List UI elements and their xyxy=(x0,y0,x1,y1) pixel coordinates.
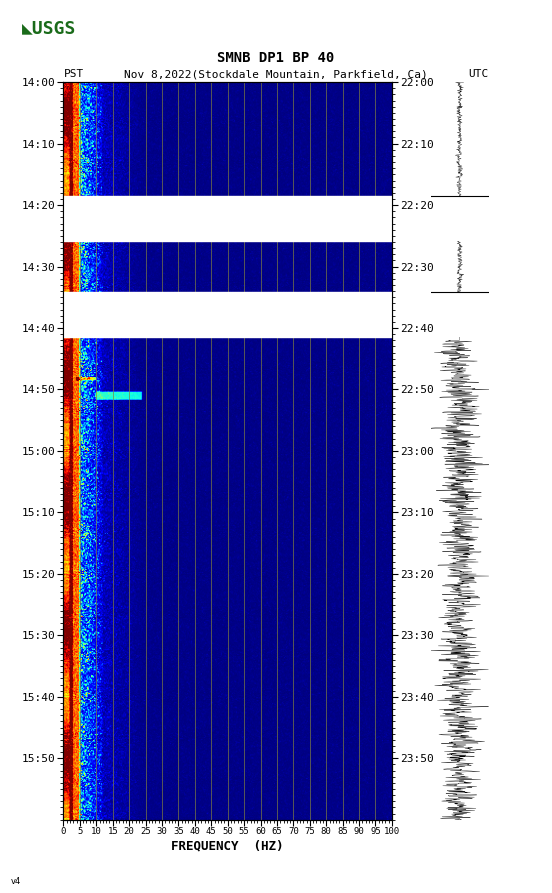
Text: SMNB DP1 BP 40: SMNB DP1 BP 40 xyxy=(217,51,335,65)
Bar xyxy=(63,196,392,241)
Text: ◣USGS: ◣USGS xyxy=(22,20,77,38)
Bar xyxy=(431,196,489,241)
Bar xyxy=(431,292,489,337)
Text: v4: v4 xyxy=(11,877,22,886)
Text: PST: PST xyxy=(63,69,84,79)
Bar xyxy=(63,292,392,337)
Bar xyxy=(63,292,392,337)
X-axis label: FREQUENCY  (HZ): FREQUENCY (HZ) xyxy=(172,840,284,853)
Bar xyxy=(63,196,392,241)
Text: UTC: UTC xyxy=(468,69,489,79)
Text: Nov 8,2022(Stockdale Mountain, Parkfield, Ca): Nov 8,2022(Stockdale Mountain, Parkfield… xyxy=(124,69,428,79)
